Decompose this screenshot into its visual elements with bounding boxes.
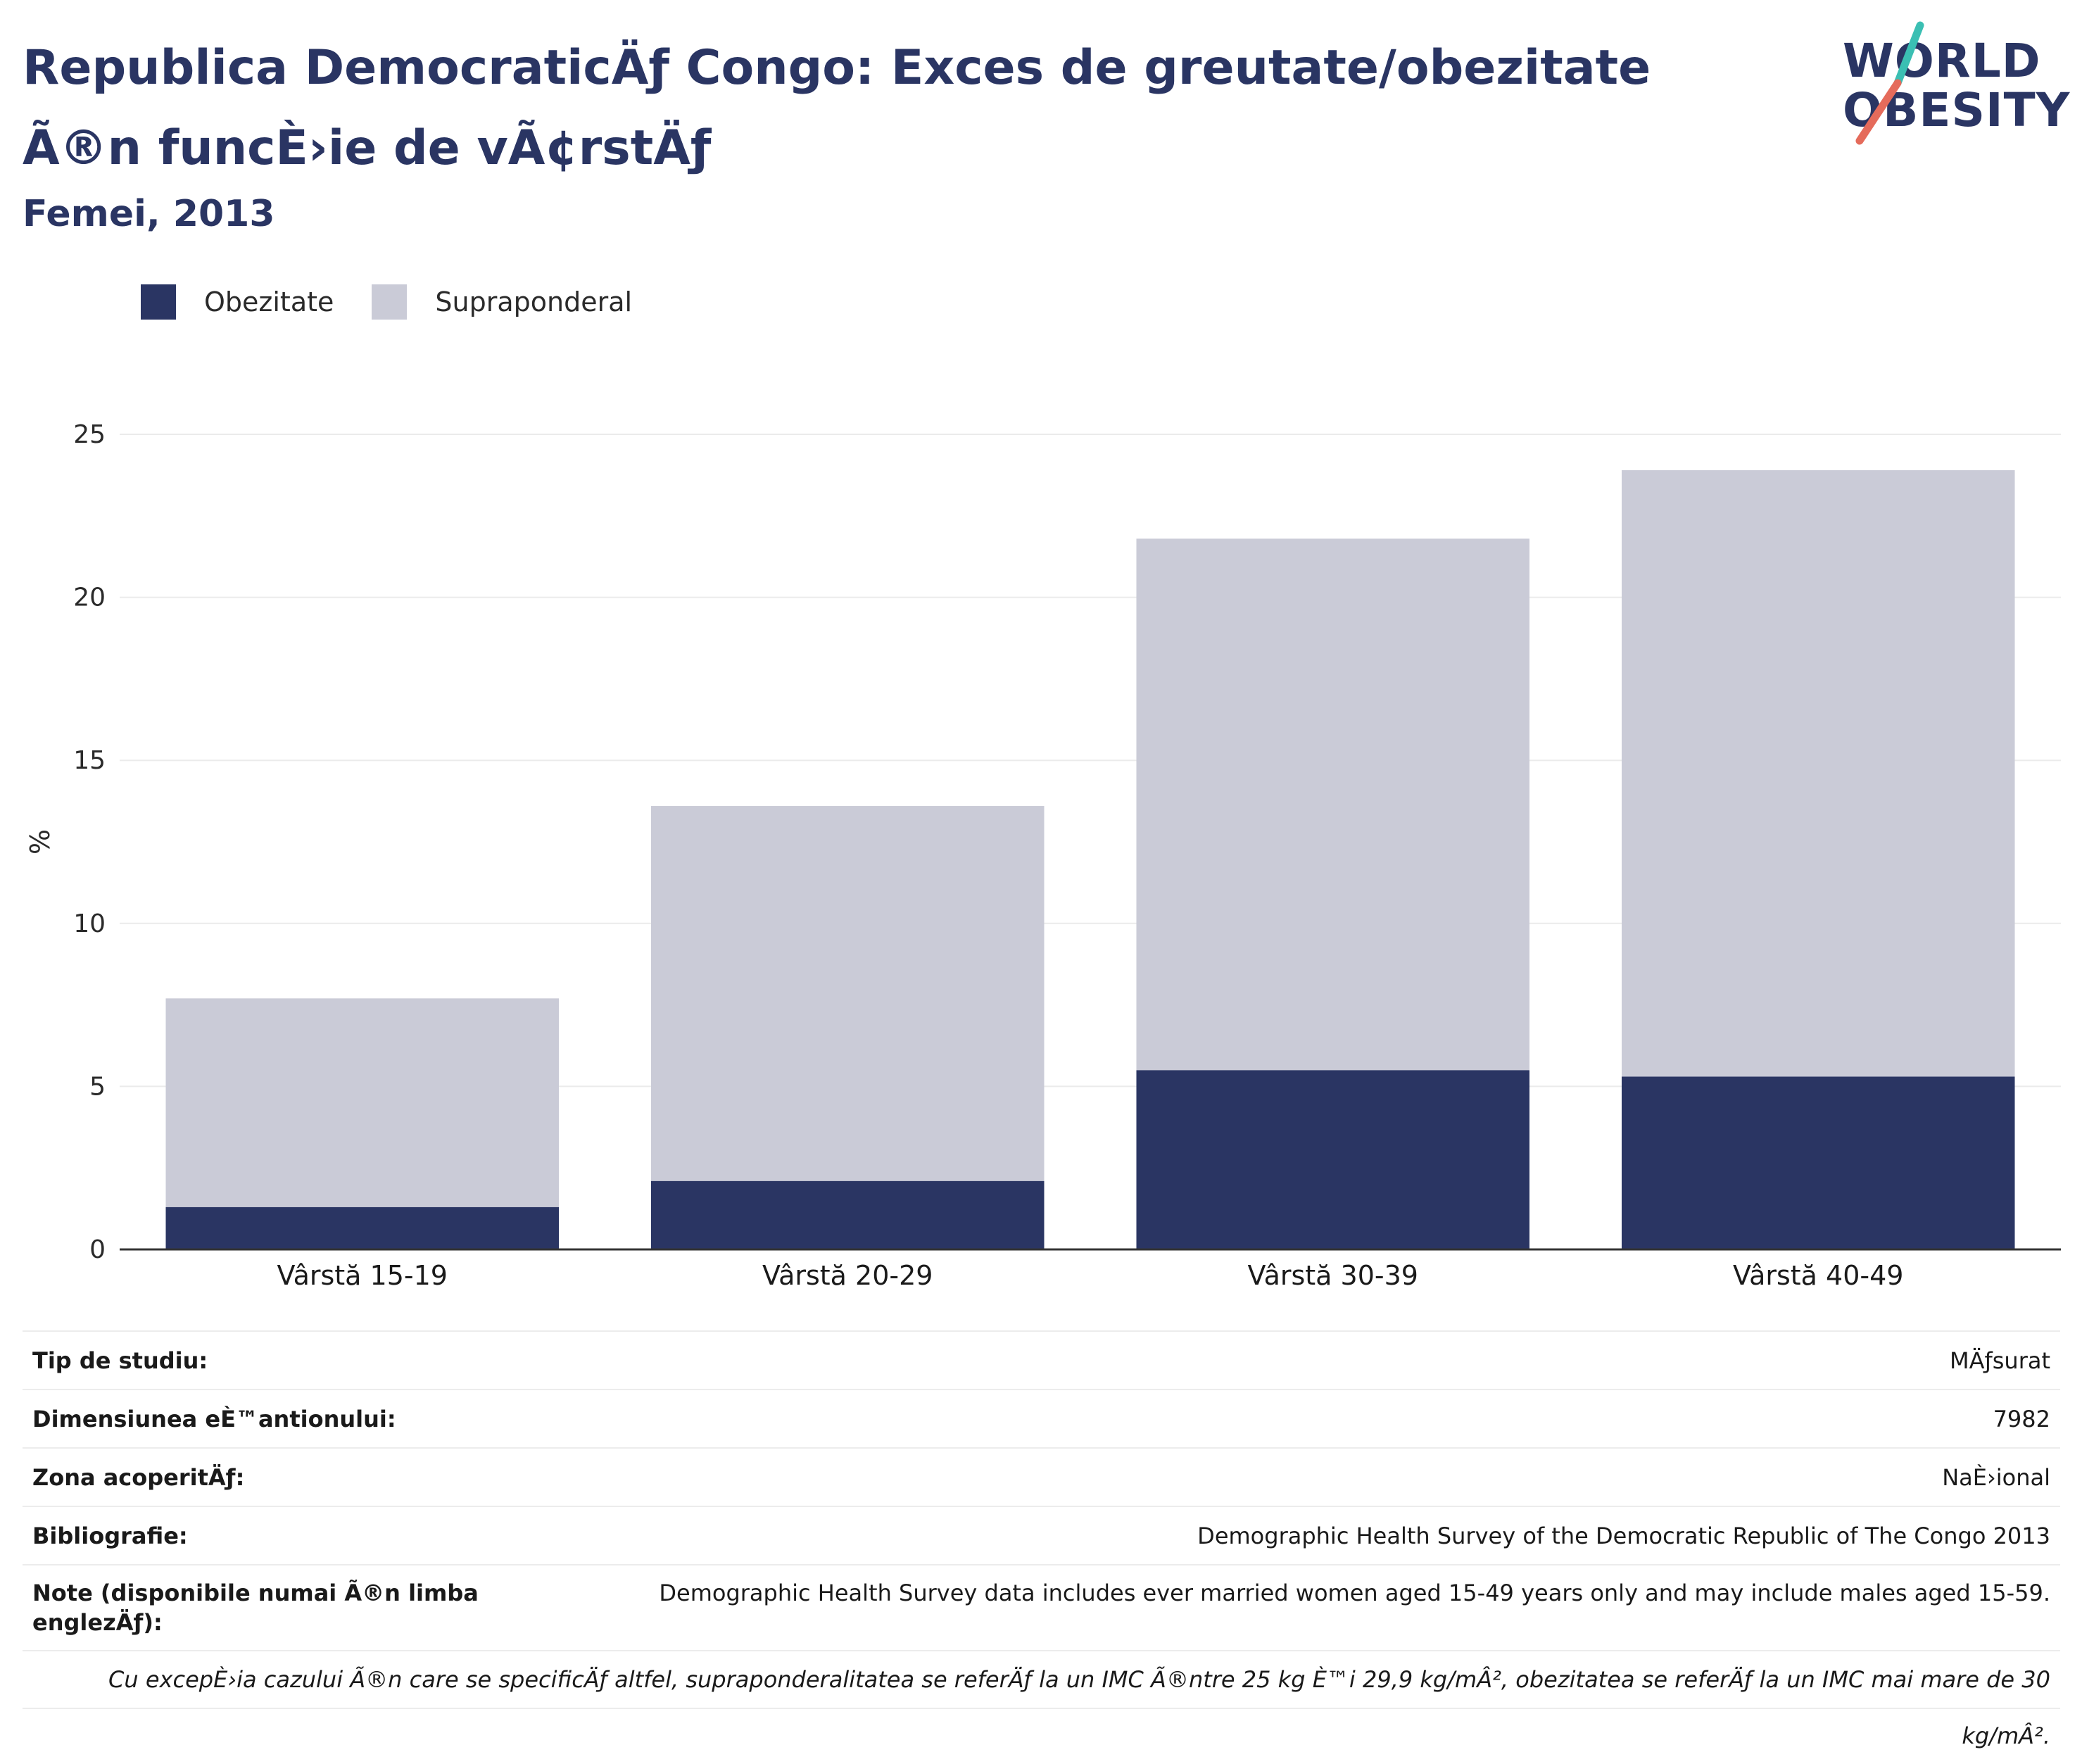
info-value: 7982 — [1993, 1405, 2050, 1432]
x-tick-label: Vârstă 15-19 — [277, 1260, 448, 1291]
y-tick-label: 20 — [73, 584, 106, 612]
y-tick-label: 25 — [73, 420, 106, 449]
footnote: Cu excepÈ›ia cazului Ã®n care se specifi… — [23, 1650, 2060, 1749]
bar-obezitate-3 — [1136, 1070, 1529, 1249]
bar-supraponderal-3 — [1136, 538, 1529, 1071]
legend-label-supraponderal: Supraponderal — [435, 286, 633, 317]
chart-subtitle: Femei, 2013 — [23, 193, 275, 235]
y-tick-label: 5 — [89, 1072, 106, 1101]
bar-obezitate-2 — [651, 1180, 1045, 1249]
info-row-coverage: Zona acoperitÄƒ: NaÈ›ional — [23, 1447, 2060, 1506]
info-label: Zona acoperitÄƒ: — [32, 1463, 245, 1491]
bar-supraponderal-2 — [651, 806, 1045, 1181]
legend-swatch-obezitate — [141, 284, 176, 320]
info-row-notes: Note (disponibile numai Ã®n limba englez… — [23, 1564, 2060, 1650]
legend-swatch-supraponderal — [372, 284, 408, 320]
info-value: MÄƒsurat — [1949, 1347, 2050, 1374]
info-value: Demographic Health Survey data includes … — [659, 1580, 2050, 1606]
info-row-sample-size: Dimensiunea eÈ™antionului: 7982 — [23, 1389, 2060, 1447]
y-tick-label: 15 — [73, 746, 106, 775]
info-label: Bibliografie: — [32, 1522, 188, 1549]
x-tick-label: Vârstă 30-39 — [1248, 1260, 1418, 1291]
info-row-study-type: Tip de studiu: MÄƒsurat — [23, 1330, 2060, 1389]
info-value: NaÈ›ional — [1942, 1463, 2050, 1491]
info-label: Tip de studiu: — [32, 1347, 208, 1374]
x-tick-label: Vârstă 20-29 — [762, 1260, 933, 1291]
info-label: Dimensiunea eÈ™antionului: — [32, 1405, 396, 1432]
world-obesity-logo[interactable]: WORLD OBESITY — [1830, 21, 2069, 148]
chart-legend: Obezitate Supraponderal — [141, 284, 670, 320]
chart-title: Republica DemocraticÄƒ Congo: Exces de g… — [23, 40, 1651, 176]
y-axis-label: % — [25, 829, 56, 855]
y-tick-label: 0 — [89, 1235, 106, 1264]
logo-slash-icon — [1855, 21, 1924, 145]
bar-obezitate-1 — [165, 1207, 559, 1249]
info-label: Note (disponibile numai Ã®n limba englez… — [32, 1580, 479, 1636]
info-row-bibliography: Bibliografie: Demographic Health Survey … — [23, 1506, 2060, 1564]
info-table: Tip de studiu: MÄƒsurat Dimensiunea eÈ™a… — [23, 1330, 2060, 1749]
legend-label-obezitate: Obezitate — [204, 286, 334, 317]
legend-item-supraponderal[interactable]: Supraponderal — [372, 284, 632, 320]
y-tick-label: 10 — [73, 909, 106, 938]
legend-item-obezitate[interactable]: Obezitate — [141, 284, 334, 320]
bar-supraponderal-1 — [165, 998, 559, 1207]
logo-word-world: WORLD — [1843, 34, 2041, 88]
bar-chart: 0 5 10 15 20 25% Vârstă 15-19 Vârstă 20-29 Vârst… — [25, 420, 2061, 1291]
bar-obezitate-4 — [1622, 1076, 2015, 1249]
bar-supraponderal-4 — [1622, 470, 2015, 1077]
info-value: Demographic Health Survey of the Democra… — [1197, 1522, 2050, 1549]
x-tick-label: Vârstă 40-49 — [1733, 1260, 1903, 1291]
